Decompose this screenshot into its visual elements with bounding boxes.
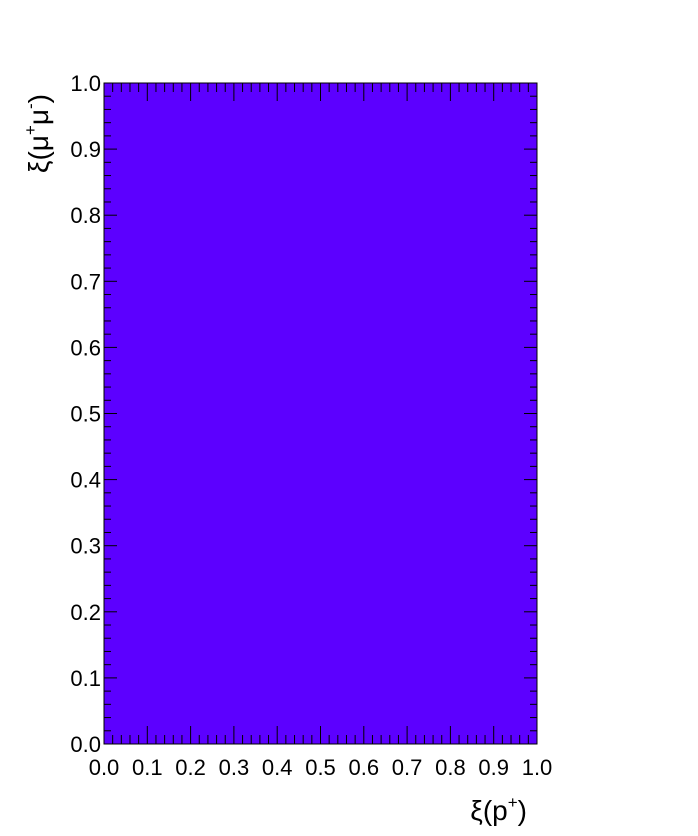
- x-tick-label: 0.3: [219, 755, 250, 780]
- y-tick-label: 0.0: [70, 732, 101, 757]
- x-axis-title: ξ(p+): [470, 793, 527, 826]
- y-tick-label: 0.8: [70, 203, 101, 228]
- y-axis-title: ξ(μ+μ-): [21, 94, 54, 173]
- x-tick-label: 0.2: [175, 755, 206, 780]
- axis-ticks: [103, 82, 538, 745]
- x-tick-label: 0.1: [132, 755, 163, 780]
- heatmap-cells: [104, 83, 537, 744]
- y-tick-label: 0.7: [70, 269, 101, 294]
- x-tick-labels: 0.0 0.1 0.2 0.3 0.4 0.5 0.6 0.7 0.8 0.9 1.0: [89, 755, 553, 780]
- y-tick-labels: 0.0 0.1 0.2 0.3 0.4 0.5 0.6 0.7 0.8 0.9 1.0: [70, 71, 101, 757]
- y-tick-label: 0.6: [70, 335, 101, 360]
- x-tick-label: 0.4: [262, 755, 293, 780]
- y-tick-label: 0.4: [70, 468, 101, 493]
- x-tick-label: 0.0: [89, 755, 120, 780]
- x-tick-label: 0.8: [435, 755, 466, 780]
- x-tick-label: 1.0: [522, 755, 553, 780]
- y-tick-label: 1.0: [70, 71, 101, 96]
- heatmap-cell: [104, 83, 537, 744]
- y-tick-label: 0.2: [70, 600, 101, 625]
- x-tick-label: 0.7: [392, 755, 423, 780]
- x-tick-label: 0.9: [478, 755, 509, 780]
- y-tick-label: 0.1: [70, 666, 101, 691]
- x-tick-label: 0.6: [349, 755, 380, 780]
- x-tick-label: 0.5: [305, 755, 336, 780]
- y-tick-label: 0.3: [70, 534, 101, 559]
- y-tick-label: 0.5: [70, 402, 101, 427]
- y-tick-label: 0.9: [70, 137, 101, 162]
